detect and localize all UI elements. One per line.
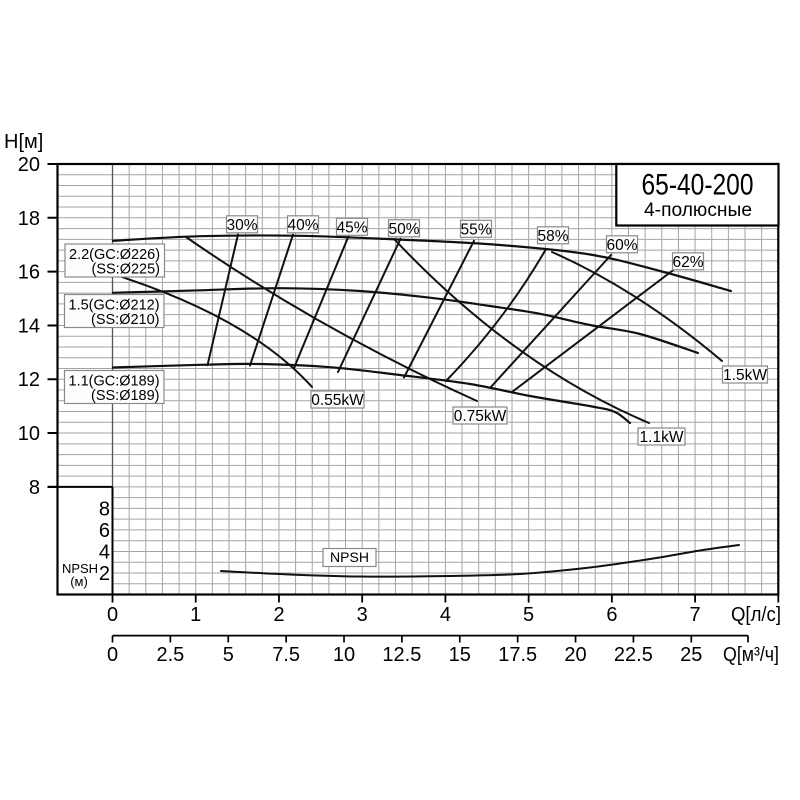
svg-text:12.5: 12.5: [382, 644, 421, 666]
svg-text:20: 20: [564, 644, 586, 666]
svg-text:0.55kW: 0.55kW: [311, 392, 364, 409]
svg-text:12: 12: [18, 369, 40, 391]
svg-text:0.75kW: 0.75kW: [454, 408, 507, 425]
svg-text:5: 5: [223, 644, 234, 666]
svg-text:1.1(GC:Ø189): 1.1(GC:Ø189): [69, 374, 160, 390]
svg-text:6: 6: [606, 604, 617, 626]
svg-text:18: 18: [18, 208, 40, 230]
svg-text:2.5: 2.5: [156, 644, 184, 666]
svg-text:(SS:Ø210): (SS:Ø210): [91, 312, 160, 328]
svg-text:(SS:Ø189): (SS:Ø189): [91, 388, 160, 404]
svg-text:10: 10: [333, 644, 355, 666]
svg-text:1.5(GC:Ø212): 1.5(GC:Ø212): [69, 298, 160, 314]
svg-text:NPSH: NPSH: [330, 549, 369, 565]
svg-text:40%: 40%: [287, 217, 318, 234]
svg-text:2: 2: [99, 563, 110, 585]
svg-text:6: 6: [99, 520, 110, 542]
svg-text:H[м]: H[м]: [4, 131, 43, 153]
svg-text:8: 8: [99, 498, 110, 520]
svg-text:NPSH: NPSH: [62, 561, 98, 576]
svg-text:10: 10: [18, 423, 40, 445]
svg-text:30%: 30%: [226, 217, 257, 234]
svg-text:1.5kW: 1.5kW: [723, 367, 767, 384]
svg-text:62%: 62%: [672, 254, 703, 271]
svg-text:60%: 60%: [606, 237, 637, 254]
svg-text:1: 1: [190, 604, 201, 626]
svg-text:8: 8: [29, 477, 40, 499]
svg-text:50%: 50%: [388, 221, 419, 238]
svg-text:58%: 58%: [537, 228, 568, 245]
svg-text:7.5: 7.5: [272, 644, 300, 666]
svg-text:2.2(GC:Ø226): 2.2(GC:Ø226): [69, 247, 160, 263]
svg-text:16: 16: [18, 262, 40, 284]
svg-text:Q[м³/ч]: Q[м³/ч]: [723, 644, 779, 666]
svg-text:22.5: 22.5: [614, 644, 653, 666]
svg-text:5: 5: [523, 604, 534, 626]
svg-text:20: 20: [18, 154, 40, 176]
svg-text:4-полюсные: 4-полюсные: [644, 199, 752, 221]
svg-text:0: 0: [107, 644, 118, 666]
svg-text:(SS:Ø225): (SS:Ø225): [92, 262, 161, 278]
svg-text:2: 2: [273, 604, 284, 626]
svg-text:14: 14: [18, 315, 40, 337]
svg-text:45%: 45%: [336, 219, 367, 236]
svg-text:4: 4: [440, 604, 451, 626]
svg-text:4: 4: [99, 542, 110, 564]
svg-text:(м): (м): [70, 574, 88, 589]
svg-text:17.5: 17.5: [498, 644, 537, 666]
svg-text:1.1kW: 1.1kW: [640, 429, 684, 446]
svg-text:25: 25: [680, 644, 702, 666]
svg-text:55%: 55%: [460, 221, 491, 238]
svg-text:3: 3: [357, 604, 368, 626]
svg-text:7: 7: [690, 604, 701, 626]
svg-text:0: 0: [107, 604, 118, 626]
svg-text:15: 15: [449, 644, 471, 666]
svg-text:65-40-200: 65-40-200: [642, 169, 754, 202]
svg-text:Q[л/с]: Q[л/с]: [731, 604, 781, 626]
